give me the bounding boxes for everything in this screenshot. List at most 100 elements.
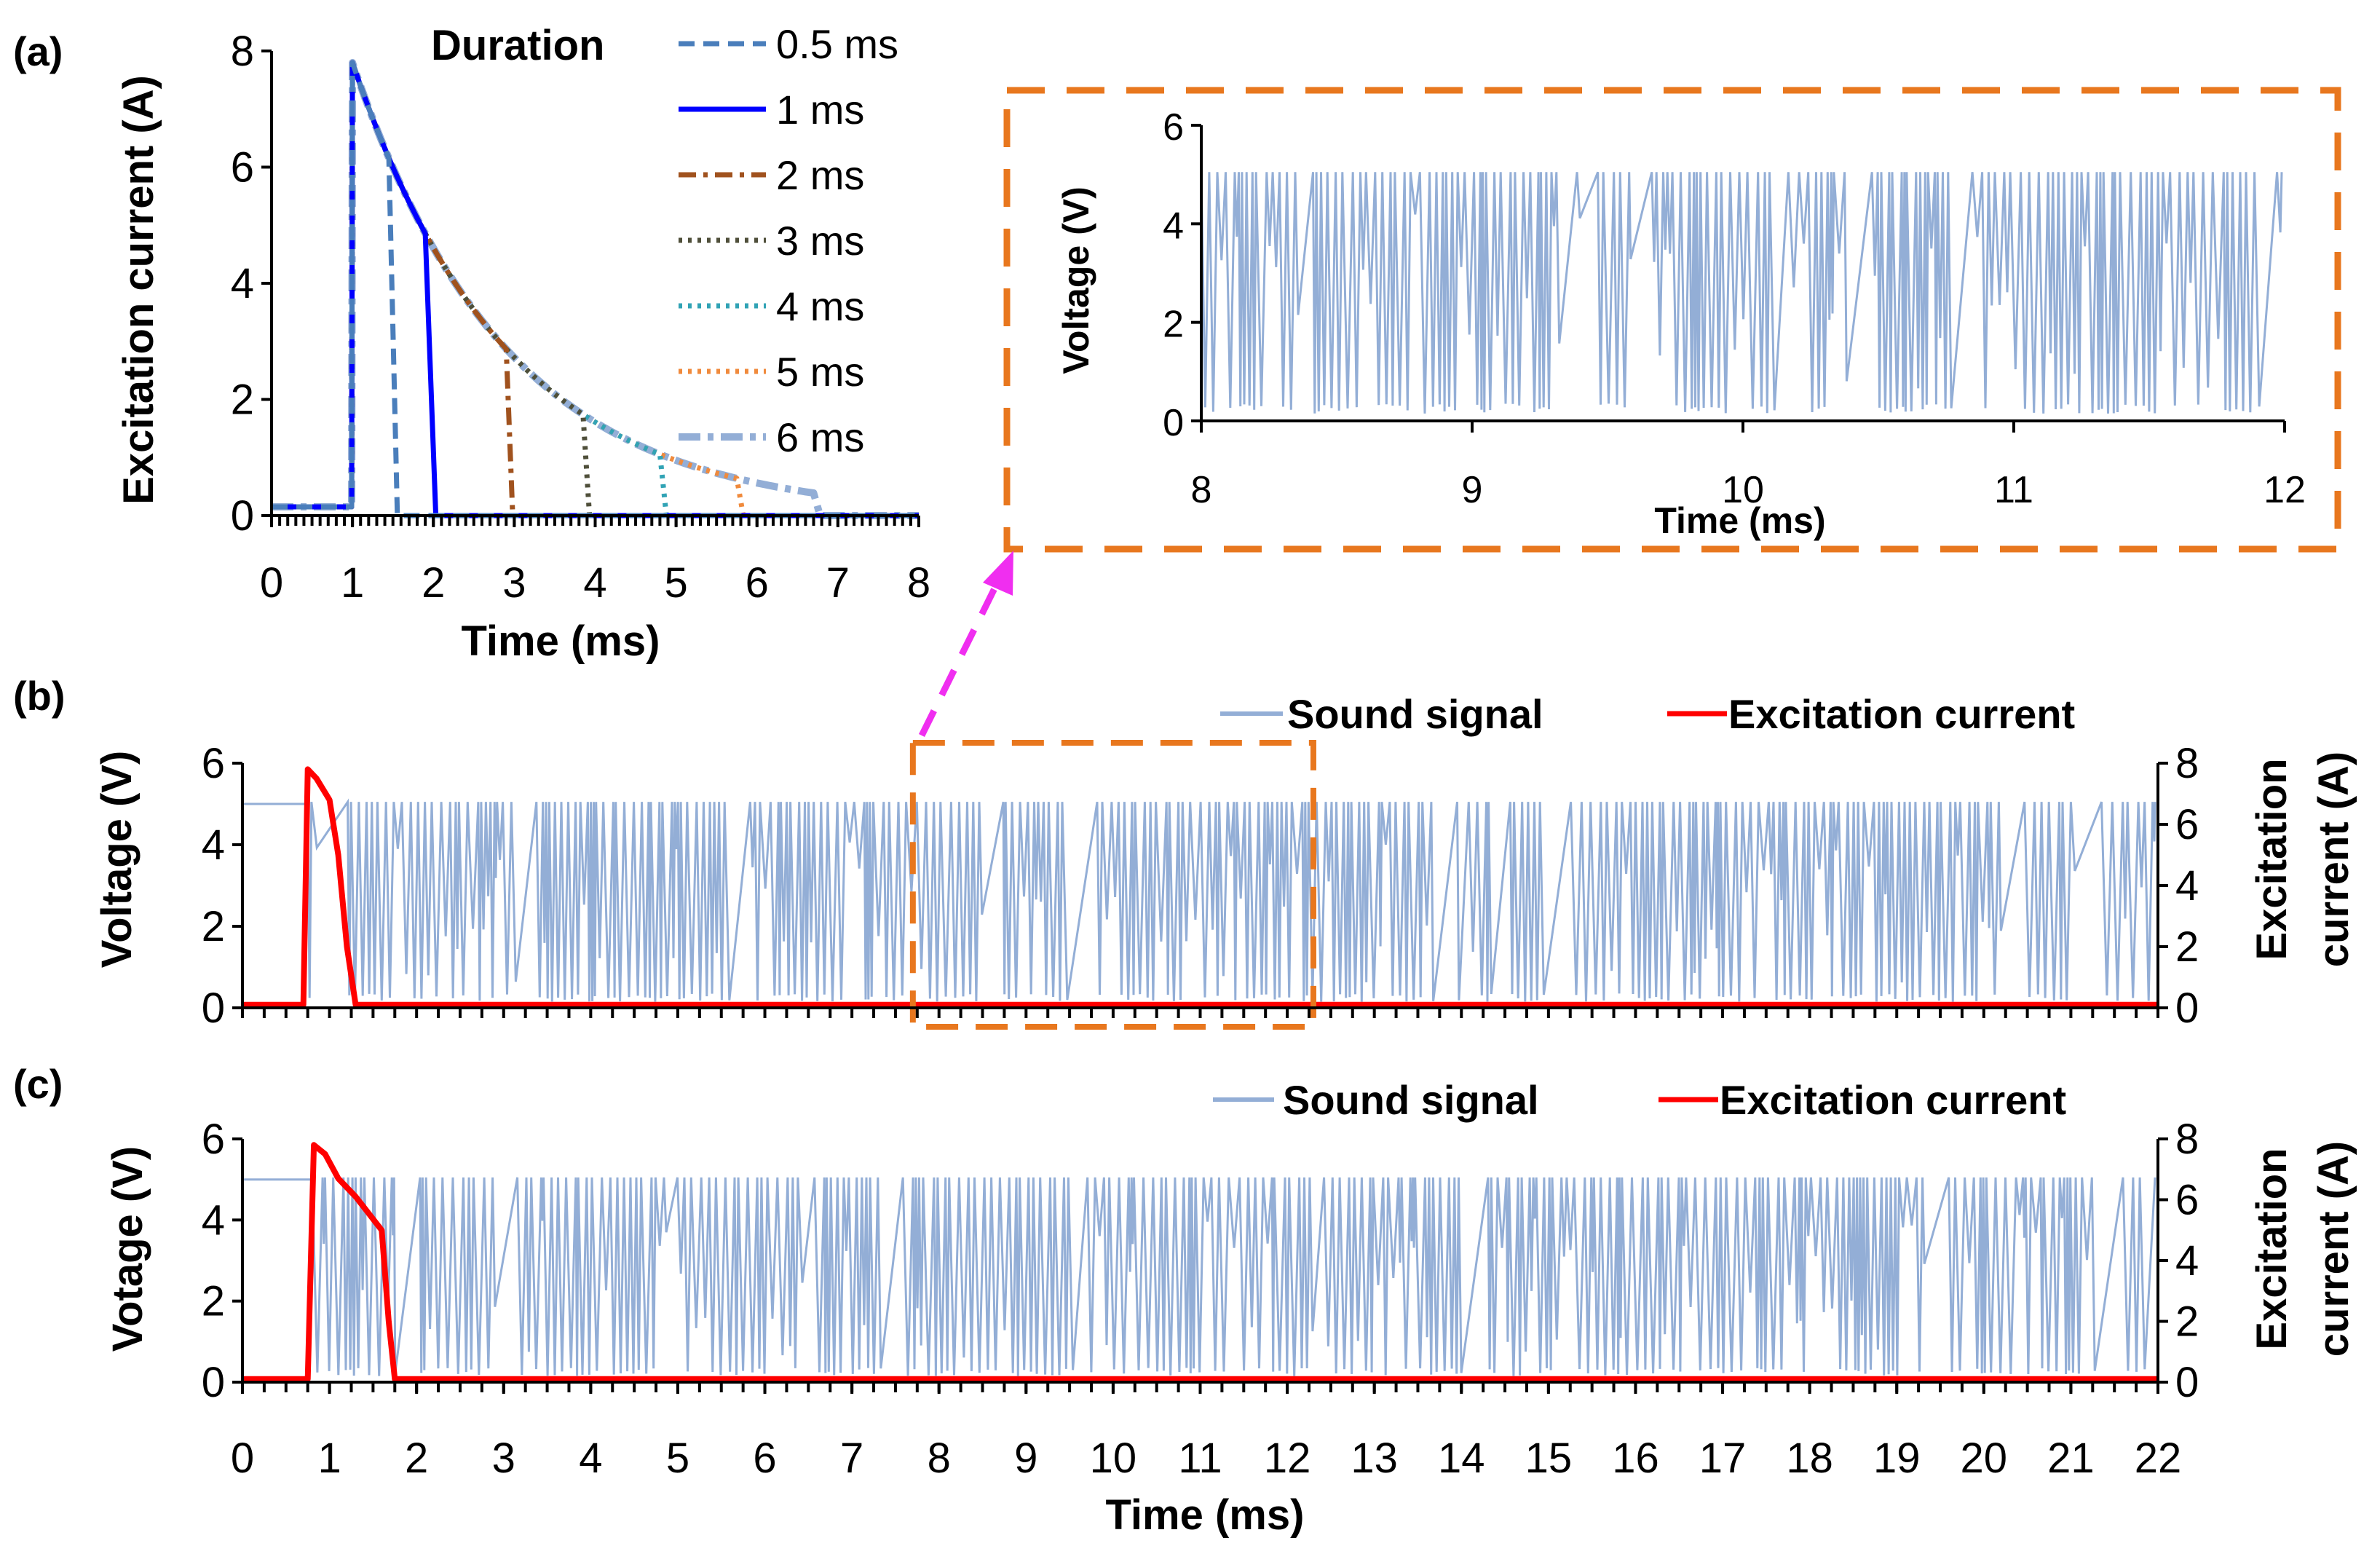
c-y-tick-label: 2 [202, 1278, 225, 1325]
panel-a-legend: 0.5 ms 1 ms 2 ms 3 ms 4 ms 5 ms 6 ms [679, 21, 898, 460]
c-x-tick-label: 21 [2047, 1435, 2095, 1482]
c-x-tick-label: 3 [492, 1435, 515, 1482]
inset-y-tick-label: 2 [1163, 304, 1184, 346]
a-y-tick-label: 6 [231, 144, 254, 192]
panel-c-excitation-current [242, 1142, 2158, 1382]
inset-axes: 0 2 4 6 8 9 10 11 12 [1163, 106, 2306, 511]
b-y-tick-label: 2 [202, 903, 225, 950]
c-x-tick-label: 13 [1351, 1435, 1398, 1482]
c-x-tick-label: 10 [1090, 1435, 1137, 1482]
c-right-tick-label: 4 [2175, 1237, 2199, 1285]
a-x-tick-label: 7 [826, 559, 850, 607]
c-x-tick-label: 17 [1699, 1435, 1747, 1482]
inset-x-tick-label: 11 [1994, 469, 2033, 511]
c-x-tick-label: 19 [1873, 1435, 1921, 1482]
a-x-tick-label: 2 [422, 559, 445, 607]
panel-b-legend-sound: Sound signal [1287, 691, 1543, 737]
panel-a-legend-label: 3 ms [776, 218, 864, 264]
c-x-tick-label: 1 [317, 1435, 341, 1482]
inset-traces [1200, 171, 2283, 414]
inset-zoom-panel: 0 2 4 6 8 9 10 11 12 Voltage (V) Time (ms) [1003, 87, 2341, 553]
panel-c-y-axis-title: Votage (V) [104, 1146, 151, 1352]
panel-a: (a) 0 2 4 6 8 0 1 2 3 4 5 6 7 8 Excitation current (A… [13, 21, 930, 665]
panel-c-label: (c) [13, 1061, 63, 1107]
panel-b-sound-signal [242, 798, 2156, 1002]
c-y-tick-label: 0 [202, 1359, 225, 1406]
panel-c-right-axis-title-line1: Excitation [2248, 1148, 2296, 1349]
c-x-tick-label: 7 [840, 1435, 863, 1482]
inset-x-tick-label: 9 [1462, 469, 1483, 511]
inset-x-axis-title: Time (ms) [1654, 500, 1825, 541]
panel-a-legend-label: 0.5 ms [776, 21, 898, 67]
inset-x-tick-label: 10 [1722, 469, 1764, 511]
panel-a-legend-label: 6 ms [776, 414, 864, 460]
zoom-arrow [918, 551, 1013, 737]
panel-b-zoom-box [909, 740, 1316, 1030]
panel-b-axes: 0 2 4 6 0 2 4 6 8 [202, 740, 2199, 1032]
panel-a-legend-label: 4 ms [776, 283, 864, 329]
a-x-tick-label: 4 [583, 559, 606, 607]
panel-b-right-axis-title-line2: current (A) [2310, 752, 2357, 967]
c-y-tick-label: 6 [202, 1116, 225, 1163]
c-x-tick-label: 16 [1612, 1435, 1659, 1482]
panel-a-series-0-5-ms [272, 60, 919, 518]
panel-c-legend-sound: Sound signal [1283, 1077, 1539, 1123]
a-x-tick-label: 0 [260, 559, 283, 607]
panel-a-x-axis-title: Time (ms) [462, 618, 660, 665]
panel-a-legend-label: 2 ms [776, 152, 864, 198]
inset-sound-signal [1200, 171, 2283, 414]
zoom-arrow-head [983, 551, 1013, 596]
panel-a-legend-label: 5 ms [776, 349, 864, 395]
inset-y-axis-title: Voltage (V) [1056, 186, 1096, 374]
c-x-tick-label: 11 [1178, 1435, 1222, 1482]
inset-x-tick-label: 8 [1191, 469, 1212, 511]
a-x-tick-label: 1 [341, 559, 364, 607]
b-right-tick-label: 2 [2175, 923, 2199, 971]
a-y-tick-label: 4 [231, 260, 254, 307]
panel-c-traces [242, 1142, 2158, 1382]
c-x-tick-label: 4 [579, 1435, 602, 1482]
panel-c-right-axis-title-line2: current (A) [2310, 1141, 2357, 1357]
panel-a-legend-title: Duration [431, 22, 604, 69]
panel-a-legend-label: 1 ms [776, 87, 864, 133]
panel-b: (b) 0 2 4 6 0 2 4 6 8 Voltage (V) Excitation cur… [13, 673, 2357, 1032]
inset-y-tick-label: 6 [1163, 106, 1184, 149]
panel-c-sound-signal [242, 1177, 2156, 1376]
a-x-tick-label: 3 [502, 559, 526, 607]
c-right-tick-label: 8 [2175, 1116, 2199, 1163]
panel-b-traces [242, 740, 2158, 1030]
c-x-tick-label: 12 [1264, 1435, 1311, 1482]
c-right-tick-label: 2 [2175, 1298, 2199, 1346]
panel-b-right-axis-title-line1: Excitation [2248, 758, 2296, 960]
b-right-tick-label: 6 [2175, 801, 2199, 848]
a-x-tick-label: 6 [746, 559, 769, 607]
b-right-tick-label: 4 [2175, 862, 2199, 910]
a-y-tick-label: 2 [231, 376, 254, 424]
zoom-arrow-shaft [918, 574, 1005, 737]
panel-c-legend-current: Excitation current [1720, 1077, 2066, 1123]
c-y-tick-label: 4 [202, 1196, 225, 1244]
c-x-tick-label: 22 [2135, 1435, 2182, 1482]
inset-frame [1003, 87, 2341, 553]
panel-a-traces [272, 59, 919, 519]
panel-b-label: (b) [13, 673, 66, 719]
panel-b-excitation-current [242, 766, 2158, 1008]
c-x-tick-label: 20 [1961, 1435, 2008, 1482]
inset-y-tick-label: 0 [1163, 402, 1184, 444]
panel-a-axes: 0 2 4 6 8 0 1 2 3 4 5 6 7 8 [231, 28, 930, 607]
panel-b-legend: Sound signal Excitation current [1220, 691, 2075, 737]
b-y-tick-label: 6 [202, 740, 225, 787]
b-y-tick-label: 4 [202, 821, 225, 869]
c-x-tick-label: 2 [405, 1435, 428, 1482]
c-right-tick-label: 6 [2175, 1177, 2199, 1224]
c-x-tick-label: 9 [1014, 1435, 1037, 1482]
inset-y-tick-label: 4 [1163, 205, 1184, 247]
a-x-tick-label: 8 [907, 559, 930, 607]
inset-x-tick-label: 12 [2264, 469, 2306, 511]
c-x-tick-label: 5 [666, 1435, 689, 1482]
a-y-tick-label: 8 [231, 28, 254, 75]
panel-a-label: (a) [13, 28, 63, 74]
